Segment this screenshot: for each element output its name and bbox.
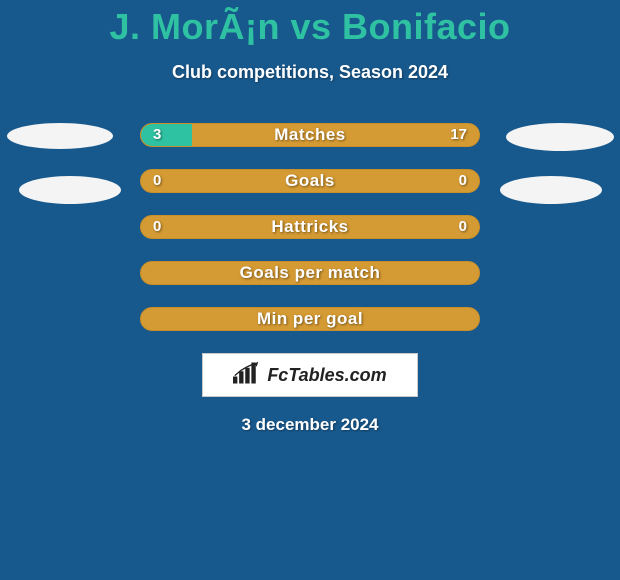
- chart-icon: [233, 362, 261, 389]
- comparison-rows: 317Matches 00Goals 00Hattricks Goals per ma…: [0, 123, 620, 331]
- stat-label: Min per goal: [141, 308, 479, 330]
- stat-row: Goals per match: [140, 261, 480, 285]
- placeholder-oval: [506, 123, 614, 151]
- stat-label: Goals per match: [141, 262, 479, 284]
- stat-row: 00Hattricks: [140, 215, 480, 239]
- placeholder-oval: [500, 176, 602, 204]
- stat-row: 317Matches: [140, 123, 480, 147]
- page-title: J. MorÃ¡n vs Bonifacio: [0, 0, 620, 48]
- stat-label: Matches: [141, 124, 479, 146]
- placeholder-oval: [19, 176, 121, 204]
- stat-label: Hattricks: [141, 216, 479, 238]
- stat-row: 00Goals: [140, 169, 480, 193]
- placeholder-oval: [7, 123, 113, 149]
- stat-label: Goals: [141, 170, 479, 192]
- stat-row: Min per goal: [140, 307, 480, 331]
- brand-box: FcTables.com: [202, 353, 418, 397]
- subtitle: Club competitions, Season 2024: [0, 62, 620, 83]
- brand-text: FcTables.com: [267, 365, 386, 386]
- date-text: 3 december 2024: [0, 415, 620, 435]
